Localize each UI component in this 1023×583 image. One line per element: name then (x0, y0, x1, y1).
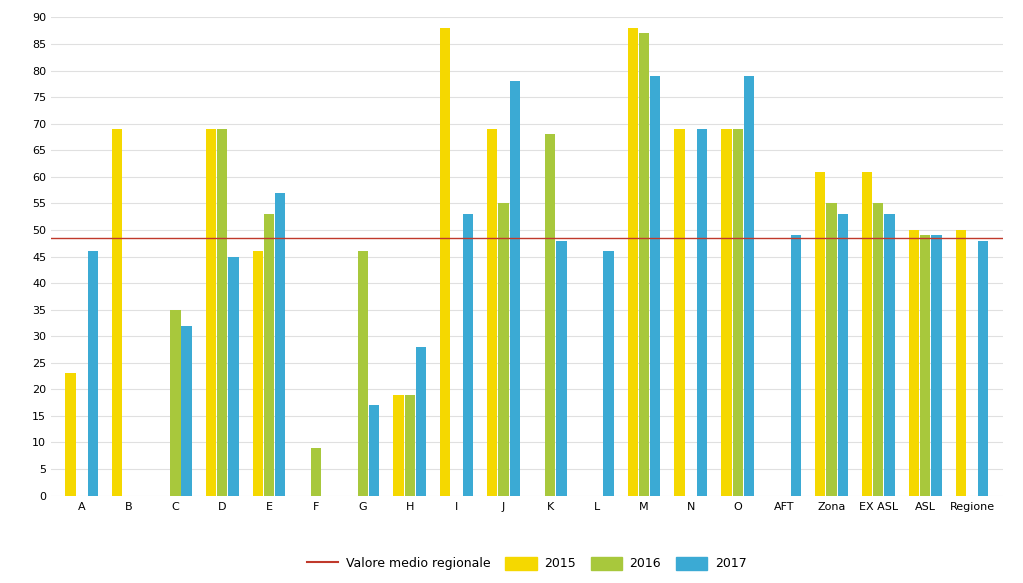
Bar (627, 28, 638, 496)
Bar (931, 236, 941, 496)
Bar (791, 236, 801, 496)
Bar (228, 257, 238, 496)
Bar (838, 214, 848, 496)
Bar (311, 448, 321, 496)
Bar (393, 395, 404, 496)
Bar (65, 373, 76, 496)
Bar (721, 129, 731, 496)
Bar (827, 203, 837, 496)
Bar (264, 214, 274, 496)
Bar (275, 193, 285, 496)
Bar (604, 251, 614, 496)
Bar (498, 203, 508, 496)
Bar (638, 33, 650, 496)
Bar (415, 347, 427, 496)
Bar (369, 405, 380, 496)
Bar (874, 203, 884, 496)
Bar (206, 129, 216, 496)
Bar (650, 76, 661, 496)
Bar (358, 251, 368, 496)
Bar (113, 129, 123, 496)
Bar (509, 81, 520, 496)
Bar (88, 251, 98, 496)
Bar (462, 214, 473, 496)
Legend: Valore medio regionale, 2015, 2016, 2017: Valore medio regionale, 2015, 2016, 2017 (302, 552, 752, 575)
Bar (545, 134, 555, 496)
Bar (862, 171, 873, 496)
Bar (674, 129, 684, 496)
Bar (744, 76, 754, 496)
Bar (732, 129, 743, 496)
Bar (181, 325, 191, 496)
Bar (908, 230, 919, 496)
Bar (170, 310, 180, 496)
Bar (557, 241, 567, 496)
Bar (253, 251, 263, 496)
Bar (920, 236, 930, 496)
Bar (885, 214, 895, 496)
Bar (815, 171, 826, 496)
Bar (697, 129, 707, 496)
Bar (487, 129, 497, 496)
Bar (955, 230, 966, 496)
Bar (440, 28, 450, 496)
Bar (404, 395, 415, 496)
Bar (978, 241, 988, 496)
Bar (217, 129, 227, 496)
